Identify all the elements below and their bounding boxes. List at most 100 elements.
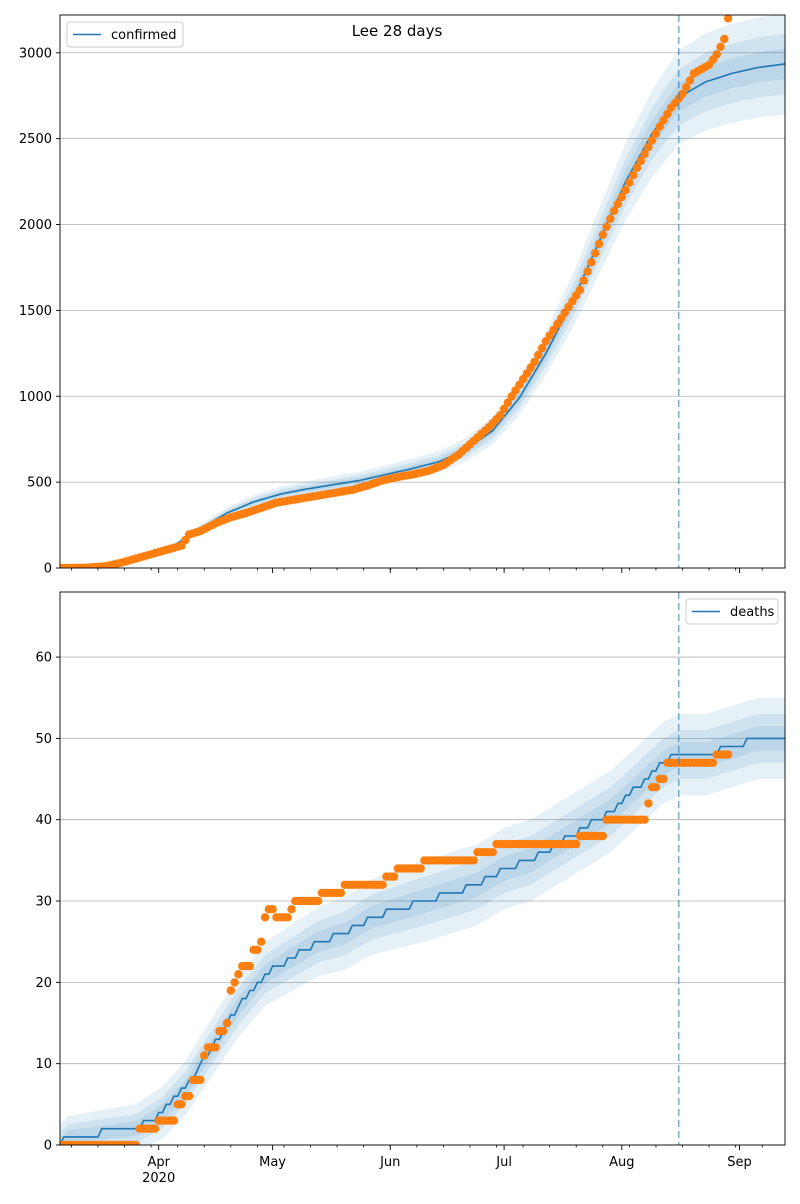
deaths-x-tick-label: Apr [147, 1155, 170, 1170]
deaths-plot-area [60, 697, 785, 1145]
confirmed-observed-point [723, 15, 733, 23]
confirmed-observed-point [606, 214, 615, 223]
confirmed-observed-point [602, 222, 611, 231]
deaths-observed-point [313, 896, 323, 906]
confirmed-uncertainty-band [60, 15, 785, 568]
confirmed-observed-point [685, 76, 695, 85]
confirmed-observed-point [712, 50, 721, 59]
confirmed-observed-point [651, 129, 661, 138]
confirmed-observed-point [629, 171, 638, 180]
deaths-observed-point [644, 799, 653, 808]
confirmed-observed-point [682, 82, 691, 92]
confirmed-observed-point [644, 143, 653, 152]
confirmed-uncertainty-band [60, 48, 785, 568]
confirmed-observed-point [579, 276, 588, 285]
deaths-legend-box [685, 598, 779, 625]
confirmed-observed-point [613, 199, 623, 209]
confirmed-observed-point [587, 258, 596, 267]
confirmed-panel: 0 500 1000 1500 2000 2500 3000 confirmed [19, 14, 786, 577]
confirmed-observed-point [591, 248, 600, 258]
confirmed-observed-point [575, 285, 585, 294]
deaths-observed-point [219, 1026, 228, 1036]
confirmed-observed-point [659, 116, 668, 125]
confirmed-observed-point [625, 178, 634, 187]
deaths-x-tick-label: Sep [727, 1155, 752, 1170]
deaths-panel: 0 10 20 30 40 50 60 Apr May Jun Jul Aug Sep 2020 death… [35, 591, 786, 1186]
deaths-observed-point [196, 1075, 205, 1085]
deaths-observed-point [469, 856, 478, 865]
deaths-x-tick-label: Jul [495, 1155, 512, 1170]
deaths-legend-label: deaths [730, 605, 775, 620]
deaths-observed-point [287, 905, 296, 914]
confirmed-y-tick-label: 2000 [19, 218, 52, 233]
chart-title: Lee 28 days [352, 22, 443, 40]
deaths-y-tick-label: 0 [44, 1139, 52, 1154]
deaths-observed-point [336, 888, 346, 898]
confirmed-axes-frame [59, 14, 786, 569]
deaths-observed-point [211, 1043, 220, 1052]
deaths-observed-point [169, 1116, 179, 1125]
confirmed-observed-point [636, 156, 645, 166]
confirmed-legend-label: confirmed [111, 28, 177, 43]
confirmed-y-tick-label: 3000 [19, 46, 52, 61]
deaths-axes-frame [59, 591, 786, 1146]
confirmed-observed-point [499, 404, 509, 414]
confirmed-observed-point [503, 398, 513, 407]
deaths-observed-point [416, 864, 425, 873]
deaths-observed-point [640, 815, 649, 824]
deaths-observed-point [177, 1100, 186, 1109]
confirmed-y-tick-label: 500 [27, 476, 52, 491]
confirmed-observed-point [678, 89, 687, 99]
confirmed-observed-point [647, 136, 657, 145]
confirmed-observed-point [655, 122, 664, 131]
confirmed-observed-point [617, 192, 626, 202]
deaths-observed-point [150, 1124, 160, 1133]
deaths-observed-point [651, 783, 661, 792]
confirmed-legend: confirmed [66, 21, 184, 48]
confirmed-plot-area [60, 15, 785, 568]
confirmed-observed-point [583, 267, 592, 276]
confirmed-y-tick-label: 0 [44, 562, 52, 577]
deaths-y-tick-label: 60 [35, 651, 52, 666]
deaths-x-tick-label: May [259, 1155, 286, 1170]
deaths-observed-point [230, 978, 239, 987]
confirmed-y-tick-label: 1000 [19, 390, 52, 405]
deaths-observed-point [200, 1051, 209, 1060]
confirmed-observed-point [594, 239, 604, 249]
confirmed-observed-point [537, 344, 547, 353]
deaths-y-tick-label: 50 [35, 732, 52, 747]
deaths-observed-point [572, 839, 581, 849]
deaths-observed-point [260, 913, 270, 922]
confirmed-observed-point [716, 42, 725, 51]
confirmed-observed-point [598, 230, 607, 239]
deaths-observed-point [245, 961, 254, 971]
deaths-observed-point [268, 905, 277, 914]
deaths-x-tick-label: Jun [379, 1155, 400, 1170]
deaths-observed-point [378, 880, 387, 889]
confirmed-y-tick-label: 2500 [19, 132, 52, 147]
deaths-observed-point [488, 848, 497, 857]
deaths-observed-point [389, 872, 399, 881]
deaths-x-tick-label: Aug [609, 1155, 634, 1170]
confirmed-uncertainty-band [60, 33, 785, 568]
confirmed-observed-point [496, 411, 505, 420]
deaths-observed-point [257, 937, 266, 946]
confirmed-observed-point [534, 350, 543, 360]
deaths-observed-point [598, 831, 607, 841]
deaths-observed-point [253, 945, 262, 954]
confirmed-legend-box [66, 21, 184, 48]
deaths-observed-point [283, 913, 292, 922]
confirmed-observed-point [720, 34, 729, 44]
confirmed-observed-point [663, 109, 672, 119]
confirmed-observed-point [640, 149, 649, 159]
deaths-observed-point [226, 986, 235, 995]
deaths-uncertainty-band [60, 697, 785, 1145]
deaths-y-tick-label: 20 [35, 976, 52, 991]
confirmed-observed-point [610, 206, 619, 215]
confirmed-y-tick-label: 1500 [19, 304, 52, 319]
deaths-observed-point [222, 1018, 232, 1028]
deaths-legend: deaths [685, 598, 779, 625]
deaths-observed-point [131, 1140, 141, 1145]
